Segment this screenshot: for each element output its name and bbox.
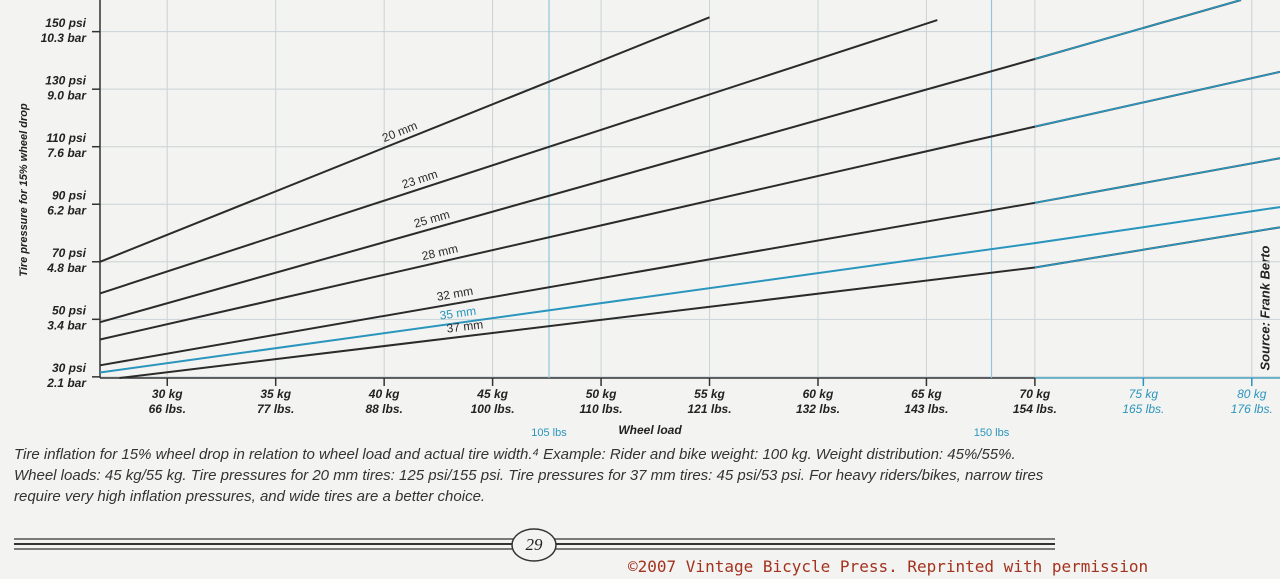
y-tick-label: 30 psi <box>52 361 87 375</box>
x-tick-label: 75 kg <box>1129 387 1159 401</box>
y-tick-label: 130 psi <box>45 73 86 87</box>
x-tick-label: 30 kg <box>152 387 183 401</box>
series-label: 23 mm <box>400 167 439 192</box>
x-tick-label: 65 kg <box>911 387 942 401</box>
caption: Tire inflation for 15% wheel drop in rel… <box>14 446 1044 505</box>
x-tick-label-secondary: 110 lbs. <box>579 402 622 416</box>
x-tick-label: 55 kg <box>694 387 725 401</box>
x-tick-label: 50 kg <box>586 387 617 401</box>
x-tick-label: 40 kg <box>368 387 400 401</box>
series-line <box>99 16 710 263</box>
x-tick-label-secondary: 121 lbs. <box>688 402 732 416</box>
series-extension <box>1034 226 1280 269</box>
y-tick-label: 90 psi <box>52 188 87 202</box>
y-tick-label-secondary: 7.6 bar <box>47 146 87 160</box>
series-line <box>99 206 1280 374</box>
x-tick-label-secondary: 100 lbs. <box>471 402 515 416</box>
series-line <box>119 226 1280 379</box>
x-tick-label-secondary: 77 lbs. <box>257 402 294 416</box>
y-tick-label-secondary: 3.4 bar <box>47 318 87 332</box>
x-tick-label-secondary: 165 lbs. <box>1122 402 1164 416</box>
y-axis-title: Tire pressure for 15% wheel drop <box>18 103 30 277</box>
x-tick-label-secondary: 154 lbs. <box>1013 402 1057 416</box>
x-tick-label: 45 kg <box>476 387 508 401</box>
y-tick-label: 70 psi <box>52 246 87 260</box>
grid <box>100 0 1280 378</box>
x-tick-label-secondary: 88 lbs. <box>365 402 402 416</box>
series-extension <box>1034 157 1280 204</box>
x-tick-label-secondary: 143 lbs. <box>904 402 948 416</box>
x-axis-title: Wheel load <box>618 423 682 437</box>
y-tick-label-secondary: 6.2 bar <box>47 203 87 217</box>
series-label: 37 mm <box>446 317 484 335</box>
x-tick-label: 35 kg <box>260 387 291 401</box>
marker-label: 105 lbs <box>531 427 567 439</box>
y-tick-label-secondary: 2.1 bar <box>46 376 87 390</box>
marker-label: 150 lbs <box>974 427 1010 439</box>
series-line <box>99 19 938 295</box>
x-tick-label-secondary: 132 lbs. <box>796 402 840 416</box>
y-tick-label: 150 psi <box>45 16 86 30</box>
y-tick-label-secondary: 10.3 bar <box>41 31 88 45</box>
x-tick-label: 70 kg <box>1020 387 1051 401</box>
series-label: 25 mm <box>412 207 451 230</box>
source-note: Source: Frank Berto <box>1257 245 1272 370</box>
copyright: ©2007 Vintage Bicycle Press. Reprinted w… <box>628 557 1149 576</box>
x-tick-label-secondary: 176 lbs. <box>1231 402 1273 416</box>
y-tick-label-secondary: 4.8 bar <box>46 261 87 275</box>
series-extension <box>1034 71 1280 128</box>
y-tick-label: 110 psi <box>46 131 86 145</box>
y-tick-label: 50 psi <box>52 303 87 317</box>
series-label: 35 mm <box>439 304 477 323</box>
x-tick-label-secondary: 66 lbs. <box>149 402 186 416</box>
series-extension <box>1034 0 1242 60</box>
y-tick-label-secondary: 9.0 bar <box>47 88 87 102</box>
series-extension <box>1034 206 1280 244</box>
series-label: 32 mm <box>436 284 475 304</box>
x-tick-label: 80 kg <box>1237 387 1267 401</box>
page-ornament <box>14 528 1055 562</box>
x-tick-label: 60 kg <box>803 387 834 401</box>
page-number: 29 <box>526 535 544 554</box>
